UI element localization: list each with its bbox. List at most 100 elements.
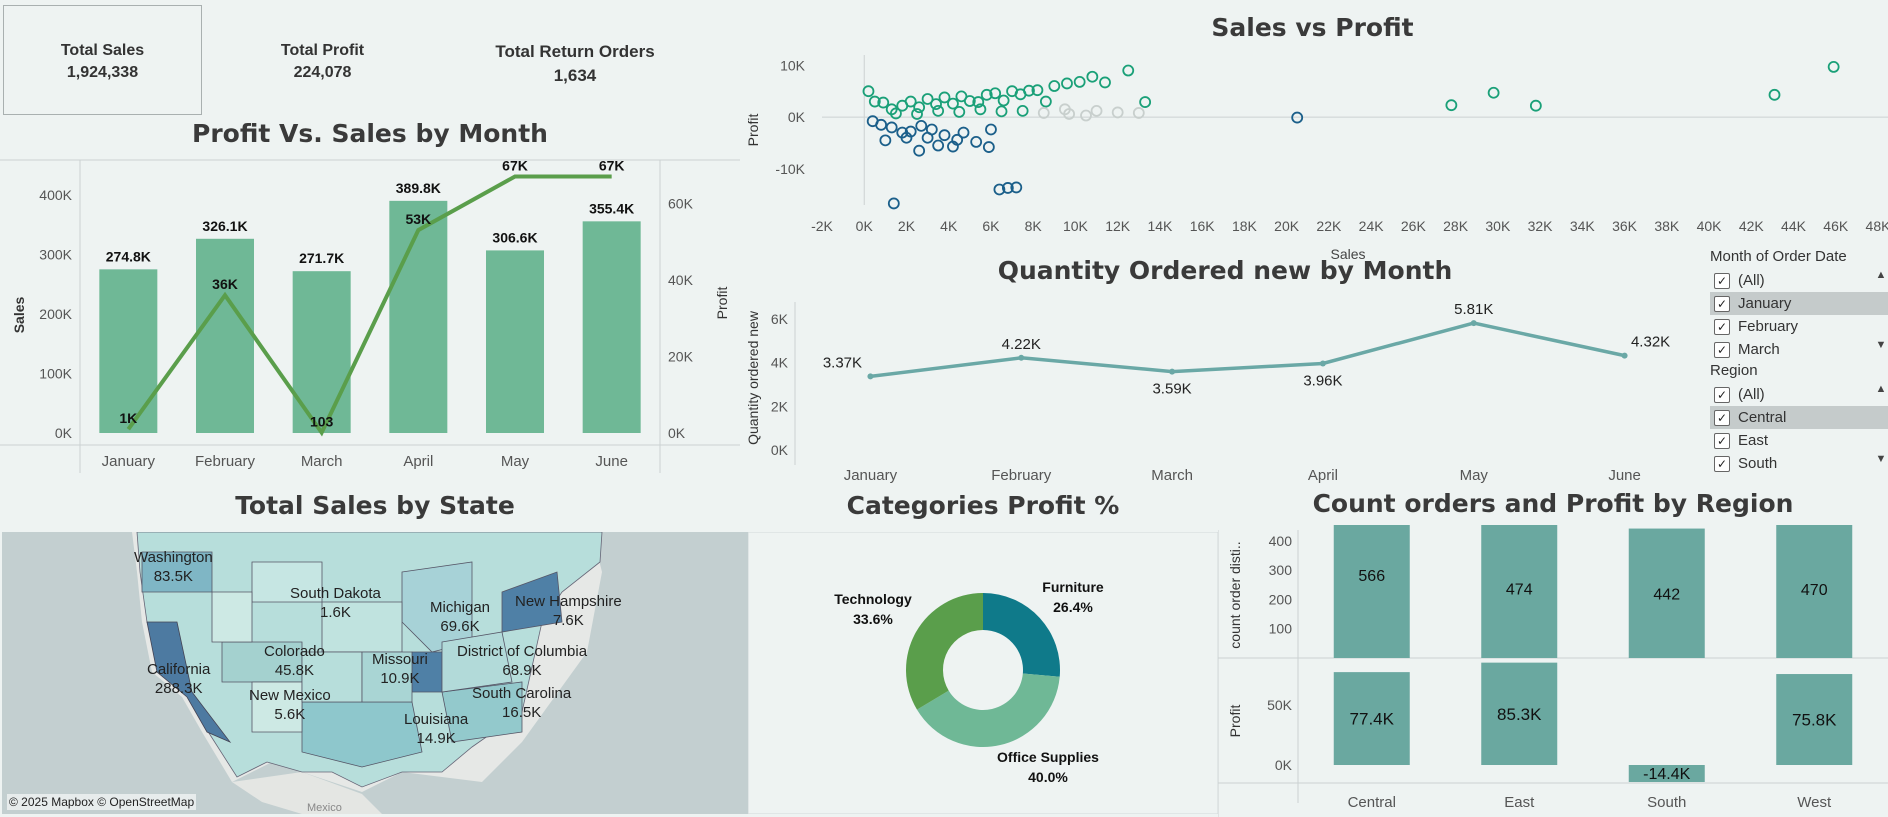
y-tick-label: 2K [771, 398, 789, 414]
filter-region-item-label: East [1738, 432, 1769, 449]
qty-point [1169, 368, 1176, 375]
map-state-label[interactable]: Michigan 69.6K [430, 598, 490, 636]
slice-label: 33.6% [853, 611, 893, 627]
checkbox[interactable]: ✓ [1714, 432, 1730, 449]
scatter-point [1048, 80, 1061, 92]
x-tick-label: June [595, 453, 628, 470]
scatter-point [1010, 181, 1023, 194]
checkbox[interactable]: ✓ [1714, 318, 1730, 335]
y2-tick-label: 20K [668, 348, 694, 364]
x-tick-label: 12K [1105, 218, 1131, 234]
state-value: 1.6K [320, 604, 351, 621]
map-state-label[interactable]: New Hampshire 7.6K [515, 592, 622, 630]
map-state-label[interactable]: Colorado 45.8K [264, 642, 325, 680]
count-axis-label: count order disti.. [1227, 541, 1243, 648]
state-name: Missouri [372, 651, 428, 668]
x-tick-label: -2K [811, 218, 833, 234]
x-tick-label: 2K [898, 218, 916, 234]
x-tick-label: 14K [1147, 218, 1173, 234]
map-state-label[interactable]: South Dakota 1.6K [290, 584, 381, 622]
filter-month[interactable]: Month of Order Date ✓ (All) ✓ January ✓ Febru… [1710, 248, 1888, 361]
map-state-label[interactable]: New Mexico 5.6K [249, 686, 331, 724]
filter-region[interactable]: Region ✓ (All) ✓ Central ✓ East ✓ South ▲ ▼ [1710, 362, 1888, 475]
x-tick-label: 44K [1781, 218, 1807, 234]
filter-region-item[interactable]: ✓ Central [1710, 406, 1888, 429]
checkbox[interactable]: ✓ [1714, 341, 1730, 358]
scatter-point [904, 95, 917, 108]
filter-month-item[interactable]: ✓ January [1710, 292, 1888, 315]
scroll-up-icon[interactable]: ▲ [1875, 383, 1887, 395]
filter-month-item[interactable]: ✓ (All) [1710, 269, 1888, 292]
scroll-down-icon[interactable]: ▼ [1875, 453, 1887, 465]
scatter-point [1061, 77, 1073, 90]
filter-month-item[interactable]: ✓ February [1710, 315, 1888, 338]
kpi-total-sales-box[interactable] [3, 5, 202, 115]
scatter-point [1090, 104, 1103, 117]
scatter-point [1063, 108, 1076, 120]
x-tick-label: East [1504, 794, 1535, 811]
profit-line [126, 174, 612, 437]
x-tick-label: February [195, 453, 256, 470]
qty-point [1621, 352, 1628, 359]
profit-label: 85.3K [1497, 705, 1542, 724]
checkbox[interactable]: ✓ [1714, 409, 1730, 426]
chart-title-sales-vs-profit: Sales vs Profit [1211, 13, 1414, 42]
filter-region-item-label: South [1738, 455, 1778, 472]
qty-point [867, 373, 874, 380]
state-value: 5.6K [274, 706, 306, 723]
scatter-point [913, 101, 926, 114]
checkbox[interactable]: ✓ [1714, 386, 1730, 403]
x-tick-label: Central [1348, 794, 1396, 811]
map-state-label[interactable]: Washington 83.5K [134, 548, 213, 586]
map-state-label[interactable]: District of Columbia 68.9K [457, 642, 587, 680]
count-tick: 400 [1269, 533, 1293, 549]
kpi-value: 1,924,338 [66, 64, 139, 81]
kpi-label: Total Profit [280, 42, 365, 59]
filter-region-item[interactable]: ✓ South [1710, 452, 1888, 475]
scroll-up-icon[interactable]: ▲ [1875, 269, 1887, 281]
slice-label: 26.4% [1053, 599, 1093, 615]
scatter-point [993, 183, 1006, 196]
y2-tick-label: 60K [668, 195, 694, 211]
x-tick-label: May [501, 453, 530, 470]
checkbox[interactable]: ✓ [1714, 295, 1730, 312]
scatter-point [913, 144, 926, 157]
scatter-point [868, 95, 881, 108]
map-state-label[interactable]: Louisiana 14.9K [404, 710, 468, 748]
map-attribution[interactable]: © 2025 Mapbox © OpenStreetMap [7, 794, 197, 810]
map-state-label[interactable]: California 288.3K [147, 660, 210, 698]
kpi-label: Total Sales [60, 42, 145, 59]
scatter-point [947, 97, 959, 110]
count-bar [1481, 525, 1558, 658]
map-panel[interactable]: Washington 83.5K South Dakota 1.6K Michigan 6… [2, 532, 748, 814]
checkbox[interactable]: ✓ [1714, 272, 1730, 289]
chart-categories-profit: Furniture 26.4% Office Supplies 40.0% Techno… [748, 532, 1218, 814]
map-state-label[interactable]: Missouri 10.9K [372, 650, 428, 688]
scatter-point [1039, 95, 1052, 108]
scatter-point [1768, 88, 1781, 101]
x-tick-label: April [1308, 467, 1338, 484]
x-tick-label: 10K [1063, 218, 1089, 234]
map-mexico-label: Mexico [307, 802, 342, 814]
profit-bar [1333, 672, 1410, 765]
filter-month-item[interactable]: ✓ March [1710, 338, 1888, 361]
scatter-point [915, 119, 928, 132]
x-tick-label: 30K [1485, 218, 1511, 234]
kpi-value: 224,078 [293, 64, 352, 81]
scatter-point [887, 197, 900, 210]
profit-bar [1481, 662, 1558, 765]
filter-region-item[interactable]: ✓ East [1710, 429, 1888, 452]
count-tick: 300 [1269, 562, 1293, 578]
scatter-point [1291, 111, 1304, 124]
filter-region-item[interactable]: ✓ (All) [1710, 383, 1888, 406]
y-tick-label: 0K [55, 425, 73, 441]
count-tick: 100 [1269, 621, 1293, 637]
chart-qty-month: 6K 4K 2K 0K Quantity ordered new 3.37K January… [745, 301, 1670, 484]
slice-name: Furniture [1042, 579, 1104, 595]
scroll-down-icon[interactable]: ▼ [1875, 339, 1887, 351]
donut-slice [916, 673, 1060, 747]
kpi-value: 1,634 [553, 66, 597, 85]
scatter-point [930, 98, 942, 111]
map-state-label[interactable]: South Carolina 16.5K [472, 684, 571, 722]
checkbox[interactable]: ✓ [1714, 455, 1730, 472]
